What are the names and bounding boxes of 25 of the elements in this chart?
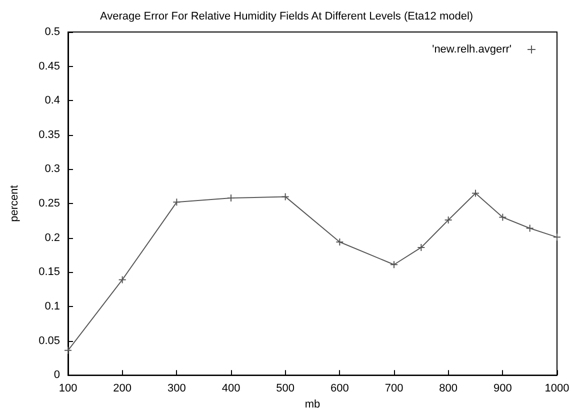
y-tick-label: 0 — [54, 369, 60, 382]
chart-title: Average Error For Relative Humidity Fields At Different Levels (Eta12 model) — [100, 10, 474, 22]
y-tick-label: 0.3 — [44, 163, 60, 176]
x-tick-label: 600 — [330, 382, 349, 395]
legend-label: 'new.relh.avgerr' — [432, 44, 512, 56]
y-tick-label: 0.15 — [38, 266, 60, 278]
y-tick-label: 0.05 — [38, 334, 60, 347]
x-tick-label: 400 — [222, 382, 240, 395]
y-tick-label: 0.5 — [44, 26, 60, 38]
y-tick-label: 0.1 — [44, 300, 60, 312]
x-tick-label: 700 — [384, 382, 404, 395]
x-tick-label: 300 — [167, 382, 186, 395]
x-tick-label: 100 — [58, 382, 78, 395]
y-tick-label: 0.2 — [44, 232, 60, 244]
x-tick-label: 800 — [439, 382, 458, 395]
x-axis-title: mb — [304, 398, 320, 410]
x-tick-label: 1000 — [544, 382, 570, 395]
y-tick-label: 0.45 — [38, 60, 60, 72]
x-tick-label: 900 — [493, 382, 512, 395]
y-axis-title: percent — [8, 185, 20, 222]
x-tick-label: 200 — [113, 382, 132, 395]
x-tick-label: 500 — [276, 382, 295, 395]
y-tick-label: 0.4 — [44, 94, 60, 107]
y-tick-label: 0.25 — [38, 198, 60, 210]
y-tick-label: 0.35 — [38, 128, 60, 141]
